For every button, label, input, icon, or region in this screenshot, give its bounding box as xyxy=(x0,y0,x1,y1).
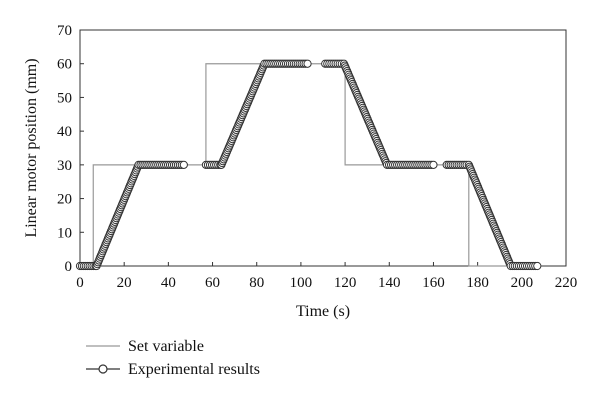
x-tick-label: 200 xyxy=(511,275,534,291)
legend-marker-experimental-results xyxy=(98,364,108,374)
x-axis-ticks: 0 20 40 60 80 100 120 140 160 180 200 220 xyxy=(76,262,577,291)
legend-label-set-variable: Set variable xyxy=(128,338,204,355)
legend: Set variable Experimental results xyxy=(86,338,260,378)
x-tick-label: 140 xyxy=(378,275,401,291)
x-tick-label: 120 xyxy=(334,275,357,291)
y-axis-ticks: 0 10 20 30 40 50 60 70 xyxy=(57,23,84,275)
y-axis-title: Linear motor position (mm) xyxy=(23,58,40,237)
series-layer xyxy=(75,59,542,271)
y-tick-label: 0 xyxy=(65,259,73,275)
y-tick-label: 70 xyxy=(57,23,72,39)
data-point xyxy=(303,59,312,68)
legend-label-experimental-results: Experimental results xyxy=(128,361,260,378)
y-tick-label: 10 xyxy=(57,225,72,241)
x-tick-label: 180 xyxy=(466,275,489,291)
x-tick-label: 60 xyxy=(205,275,220,291)
x-tick-label: 220 xyxy=(555,275,578,291)
x-tick-label: 80 xyxy=(249,275,264,291)
y-tick-label: 60 xyxy=(57,57,72,73)
y-tick-label: 30 xyxy=(57,158,72,174)
x-axis-title: Time (s) xyxy=(296,303,350,320)
x-tick-label: 40 xyxy=(161,275,176,291)
x-tick-label: 0 xyxy=(76,275,84,291)
x-tick-label: 20 xyxy=(117,275,132,291)
data-point xyxy=(533,261,542,271)
y-tick-label: 50 xyxy=(57,90,72,106)
y-tick-label: 40 xyxy=(57,124,72,140)
x-tick-label: 160 xyxy=(422,275,445,291)
data-point xyxy=(429,160,438,169)
data-point xyxy=(179,160,188,169)
plot-frame xyxy=(79,29,567,267)
x-tick-label: 100 xyxy=(290,275,313,291)
y-tick-label: 20 xyxy=(57,192,72,208)
